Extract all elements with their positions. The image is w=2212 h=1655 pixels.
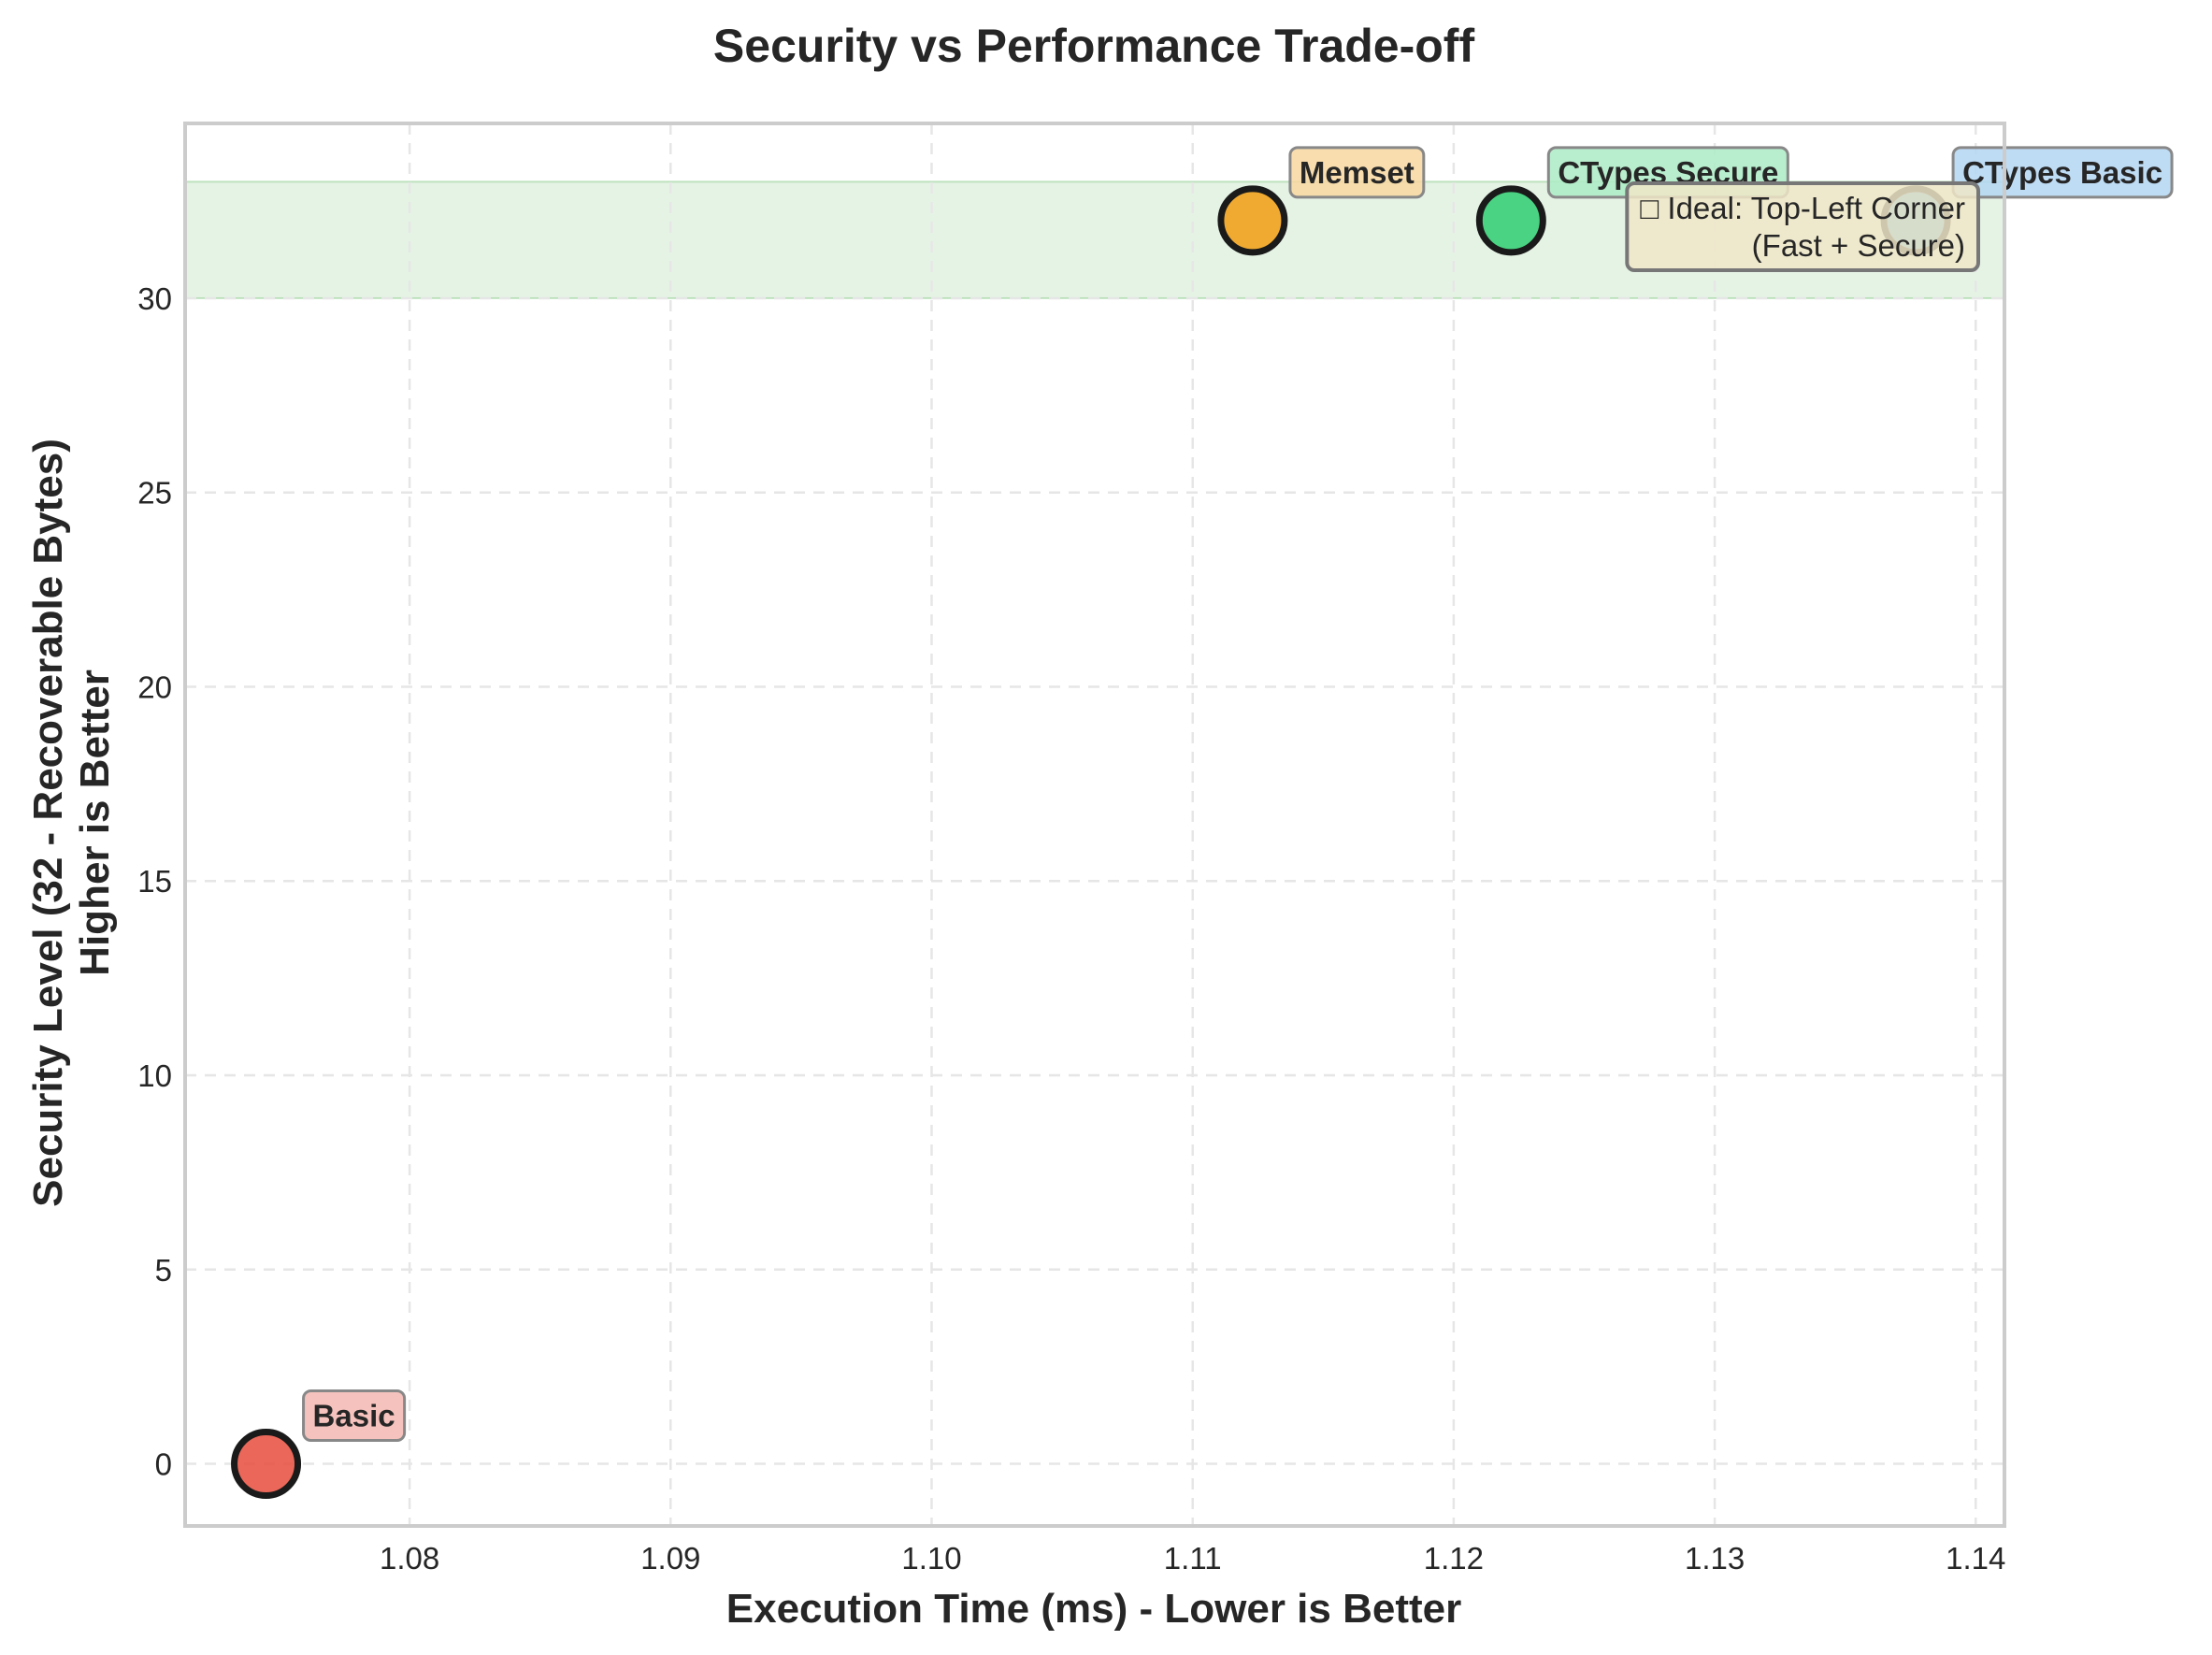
annotation-layer: □ Ideal: Top-Left Corner(Fast + Secure) [1625,181,1980,272]
point-label: Basic [313,1399,395,1433]
point-label: Memset [1300,155,1415,190]
annotation-line-2: (Fast + Secure) [1752,228,1965,263]
data-point [231,1429,302,1500]
point-label-box [1288,146,1426,199]
y-tick-label: 20 [137,669,172,704]
x-tick-label: 1.11 [1164,1541,1222,1576]
y-axis-label-line-1: Security Level (32 - Recoverable Bytes) [25,439,71,1207]
x-tick-label: 1.09 [640,1541,700,1576]
point-label-group: CTypes Basic [1951,146,2174,199]
data-point [1217,185,1288,256]
y-tick-label: 0 [155,1447,172,1482]
plot-frame [183,122,2006,1528]
grid-layer [185,123,2004,1526]
data-point [1475,185,1546,256]
y-tick-label: 5 [155,1253,172,1288]
chart-title: Security vs Performance Trade-off [713,20,1475,72]
x-axis-label: Execution Time (ms) - Lower is Better [726,1586,1461,1632]
x-tick-label: 1.10 [901,1541,961,1576]
y-tick-label: 30 [137,281,172,316]
point-label-box [302,1389,407,1443]
point-label-group: Basic [302,1389,407,1443]
y-tick-label: 10 [137,1058,172,1093]
x-tick-label: 1.08 [380,1541,439,1576]
x-tick-label: 1.12 [1424,1541,1484,1576]
tick-layer: 1.08 1.09 1.10 1.11 1.12 1.13 1.14 0 5 10 15 20 25 30 [137,281,2005,1576]
y-tick-label: 25 [137,476,172,511]
ideal-annotation: □ Ideal: Top-Left Corner(Fast + Secure) [1625,181,1980,272]
point-label-group: Memset [1288,146,1426,199]
annotation-box [1625,181,1980,272]
point-label: CTypes Basic [1962,155,2162,190]
y-axis-label-line-2: Higher is Better [72,669,118,976]
point-label-box [1951,146,2174,199]
x-tick-label: 1.13 [1685,1541,1745,1576]
y-tick-label: 15 [137,864,172,899]
annotation-line-1: □ Ideal: Top-Left Corner [1640,191,1965,225]
x-tick-label: 1.14 [1946,1541,2005,1576]
